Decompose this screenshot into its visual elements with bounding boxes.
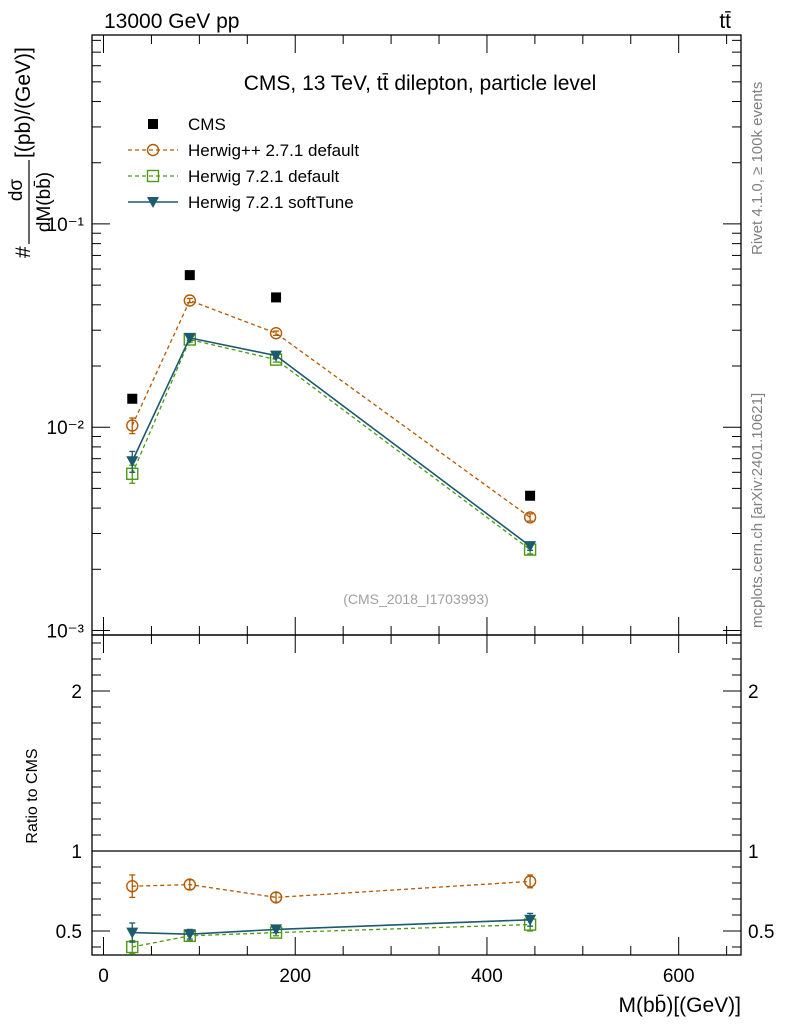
ratio-point-softtune (183, 929, 196, 941)
x-tick-label: 0 (98, 966, 109, 987)
watermark: (CMS_2018_I1703993) (343, 591, 489, 607)
ratio-line-softtune (132, 919, 531, 936)
y-axis-label-ratio: Ratio to CMS (24, 748, 41, 843)
x-axis-label: M(bb̄)[(GeV)] (618, 994, 741, 1017)
side-label-mcplots: mcplots.cern.ch [arXiv:2401.10621] (749, 393, 766, 628)
legend-label-softtune: Herwig 7.2.1 softTune (188, 193, 354, 212)
legend-label-herwig721: Herwig 7.2.1 default (188, 167, 339, 186)
main-ytick-label: 10⁻² (47, 418, 85, 439)
ratio-point-herwigpp (269, 891, 283, 904)
ratio-point-softtune (524, 914, 537, 926)
ratio-point-herwigpp (523, 875, 537, 888)
main-line-herwigpp (131, 299, 531, 518)
ratio-point-softtune (270, 924, 283, 936)
legend-marker-softtune (147, 197, 159, 208)
legend-entry-herwig721: Herwig 7.2.1 default (128, 167, 339, 186)
ratio-ytick-label-left: 2 (71, 682, 82, 703)
main-series-herwig721 (126, 333, 537, 556)
legend-marker-herwigpp (146, 143, 160, 157)
x-tick-label: 400 (471, 966, 503, 987)
ratio-ytick-label-right: 2 (748, 682, 759, 703)
main-point-softtune (270, 350, 283, 362)
ratio-series-herwigpp (126, 874, 537, 904)
y-label-numerator: dσ (6, 179, 27, 202)
ratio-line-herwigpp (132, 880, 531, 899)
ratio-line-herwig721 (132, 923, 531, 948)
ratio-frame (91, 634, 742, 956)
header-right: tt̄ (719, 10, 731, 33)
legend-marker-cms (148, 119, 158, 129)
x-tick-label: 600 (663, 966, 695, 987)
main-point-softtune (524, 541, 537, 553)
main-ytick-label: 10⁻³ (47, 621, 85, 642)
x-tick-label: 200 (279, 966, 311, 987)
main-series-herwigpp (126, 294, 537, 524)
side-label-rivet: Rivet 4.1.0, ≥ 100k events (749, 82, 766, 255)
legend: CMS Herwig++ 2.7.1 default Herwig 7.2.1 de… (128, 115, 359, 212)
ratio-point-herwigpp (126, 880, 139, 893)
y-label-prefix: # (12, 246, 35, 258)
main-point-herwigpp (126, 419, 139, 432)
legend-entry-cms: CMS (148, 115, 226, 134)
y-axis-label-main: # dσ dM(bb̄) [(pb)/(GeV)] (6, 47, 55, 258)
main-point-cms (525, 490, 536, 501)
main-point-herwigpp (269, 327, 283, 340)
y-label-units: [(pb)/(GeV)] (12, 47, 35, 158)
legend-entry-herwigpp: Herwig++ 2.7.1 default (128, 141, 359, 160)
legend-label-herwigpp: Herwig++ 2.7.1 default (188, 141, 359, 160)
main-line-herwig721 (131, 338, 531, 551)
ratio-panel: 0.5 0.5 1 1 2 2 0 200 400 600 (56, 634, 774, 987)
chart-title: CMS, 13 TeV, tt̄ dilepton, particle leve… (244, 72, 597, 95)
main-ytick-label: 10⁻¹ (47, 215, 85, 236)
ratio-series-softtune (126, 912, 537, 943)
main-point-softtune (126, 456, 139, 468)
main-series-cms (127, 270, 536, 501)
main-point-cms (127, 393, 138, 404)
main-series-softtune (126, 332, 537, 553)
main-point-herwigpp (523, 511, 537, 524)
ratio-ytick-label-left: 0.5 (56, 922, 82, 943)
legend-label-cms: CMS (188, 115, 226, 134)
header-left: 13000 GeV pp (104, 10, 239, 33)
main-point-cms (184, 270, 195, 281)
main-point-herwigpp (183, 294, 196, 307)
main-point-cms (271, 292, 282, 303)
legend-marker-herwig721 (146, 169, 160, 183)
legend-entry-softtune: Herwig 7.2.1 softTune (128, 193, 354, 212)
ratio-point-softtune (126, 927, 139, 939)
ratio-point-herwigpp (183, 878, 196, 891)
ratio-ytick-label-left: 1 (71, 842, 82, 863)
main-line-softtune (131, 336, 531, 547)
main-point-softtune (183, 332, 196, 344)
ratio-ytick-label-right: 0.5 (748, 922, 774, 943)
ratio-ytick-label-right: 1 (748, 842, 759, 863)
y-label-denominator: dM(bb̄) (34, 172, 55, 232)
